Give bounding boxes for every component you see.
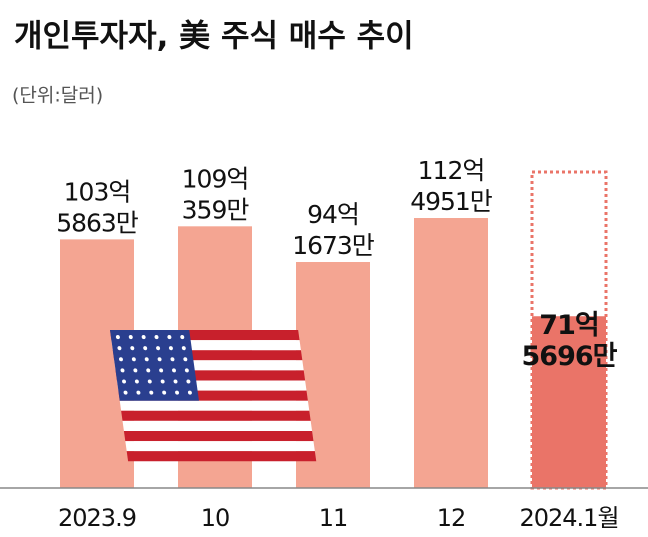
flag-star xyxy=(181,346,186,351)
flag-star xyxy=(187,390,192,395)
flag-star xyxy=(144,357,149,362)
flag-star xyxy=(171,368,176,373)
flag-illustration xyxy=(110,330,317,462)
flag-star xyxy=(168,346,173,351)
flag-star xyxy=(133,368,138,373)
bar xyxy=(532,316,606,488)
flag-star xyxy=(123,390,128,395)
flag-stripe xyxy=(122,420,313,431)
flag-star xyxy=(186,379,191,384)
flag-star xyxy=(149,390,154,395)
flag-star xyxy=(173,379,178,384)
flag-star xyxy=(130,346,135,351)
value-label: 94억 1673만 xyxy=(292,200,375,260)
flag-star xyxy=(167,335,172,340)
bar xyxy=(414,218,488,488)
flag-star xyxy=(159,368,164,373)
flag-star xyxy=(162,390,167,395)
flag-star xyxy=(118,357,123,362)
flag-stripe xyxy=(119,400,310,411)
flag-star xyxy=(136,390,141,395)
flag-star xyxy=(117,346,122,351)
flag-star xyxy=(115,335,120,340)
chart-title: 개인투자자, 美 주식 매수 추이 xyxy=(14,19,414,55)
flag-stripe xyxy=(126,451,317,462)
flag-star xyxy=(170,357,175,362)
value-label: 112억 4951만 xyxy=(410,156,493,216)
flag-star xyxy=(160,379,165,384)
flag-stripe xyxy=(125,441,315,452)
x-tick-label: 10 xyxy=(201,504,230,532)
value-label: 71억 5696만 xyxy=(522,310,618,372)
flag-stripe xyxy=(121,410,311,421)
x-tick-label: 11 xyxy=(319,504,348,532)
flag-star xyxy=(157,357,162,362)
value-label: 109억 359만 xyxy=(182,164,250,224)
flag-star xyxy=(131,357,136,362)
flag-star xyxy=(120,368,125,373)
x-tick-label: 12 xyxy=(437,504,466,532)
x-tick-label: 2024.1월 xyxy=(519,504,618,532)
flag-canton xyxy=(110,330,199,401)
flag-star xyxy=(141,335,146,340)
flag-star xyxy=(184,368,189,373)
flag-star xyxy=(143,346,148,351)
flag-star xyxy=(156,346,161,351)
value-label: 103억 5863만 xyxy=(56,177,139,237)
flag-star xyxy=(122,379,127,384)
flag-stripe xyxy=(123,430,314,442)
flag-star xyxy=(180,335,185,340)
flag-star xyxy=(183,357,188,362)
flag-star xyxy=(147,379,152,384)
flag-star xyxy=(146,368,151,373)
flag-star xyxy=(154,335,159,340)
flag-star xyxy=(128,335,133,340)
x-tick-label: 2023.9 xyxy=(58,504,136,532)
flag-star xyxy=(134,379,139,384)
chart-subtitle: (단위:달러) xyxy=(12,85,103,107)
flag-star xyxy=(175,390,180,395)
